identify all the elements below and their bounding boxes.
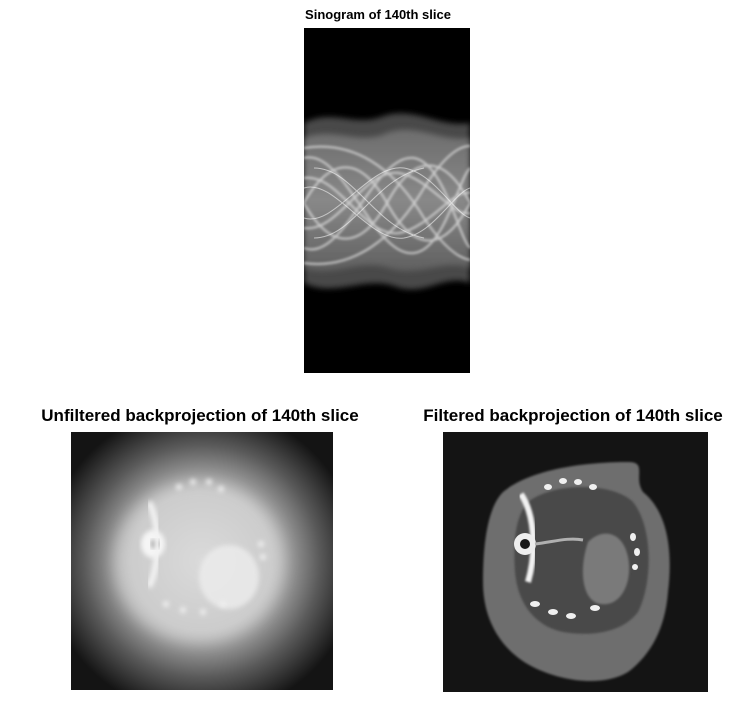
filtered-graphic xyxy=(443,432,708,692)
filtered-backprojection-image xyxy=(443,432,708,692)
sinogram-graphic xyxy=(304,28,470,373)
filtered-title: Filtered backprojection of 140th slice xyxy=(423,406,723,425)
sinogram-title: Sinogram of 140th slice xyxy=(305,7,451,22)
unfiltered-graphic xyxy=(71,432,333,690)
unfiltered-backprojection-image xyxy=(71,432,333,690)
unfiltered-title: Unfiltered backprojection of 140th slice xyxy=(41,406,359,425)
sinogram-image xyxy=(304,28,470,373)
